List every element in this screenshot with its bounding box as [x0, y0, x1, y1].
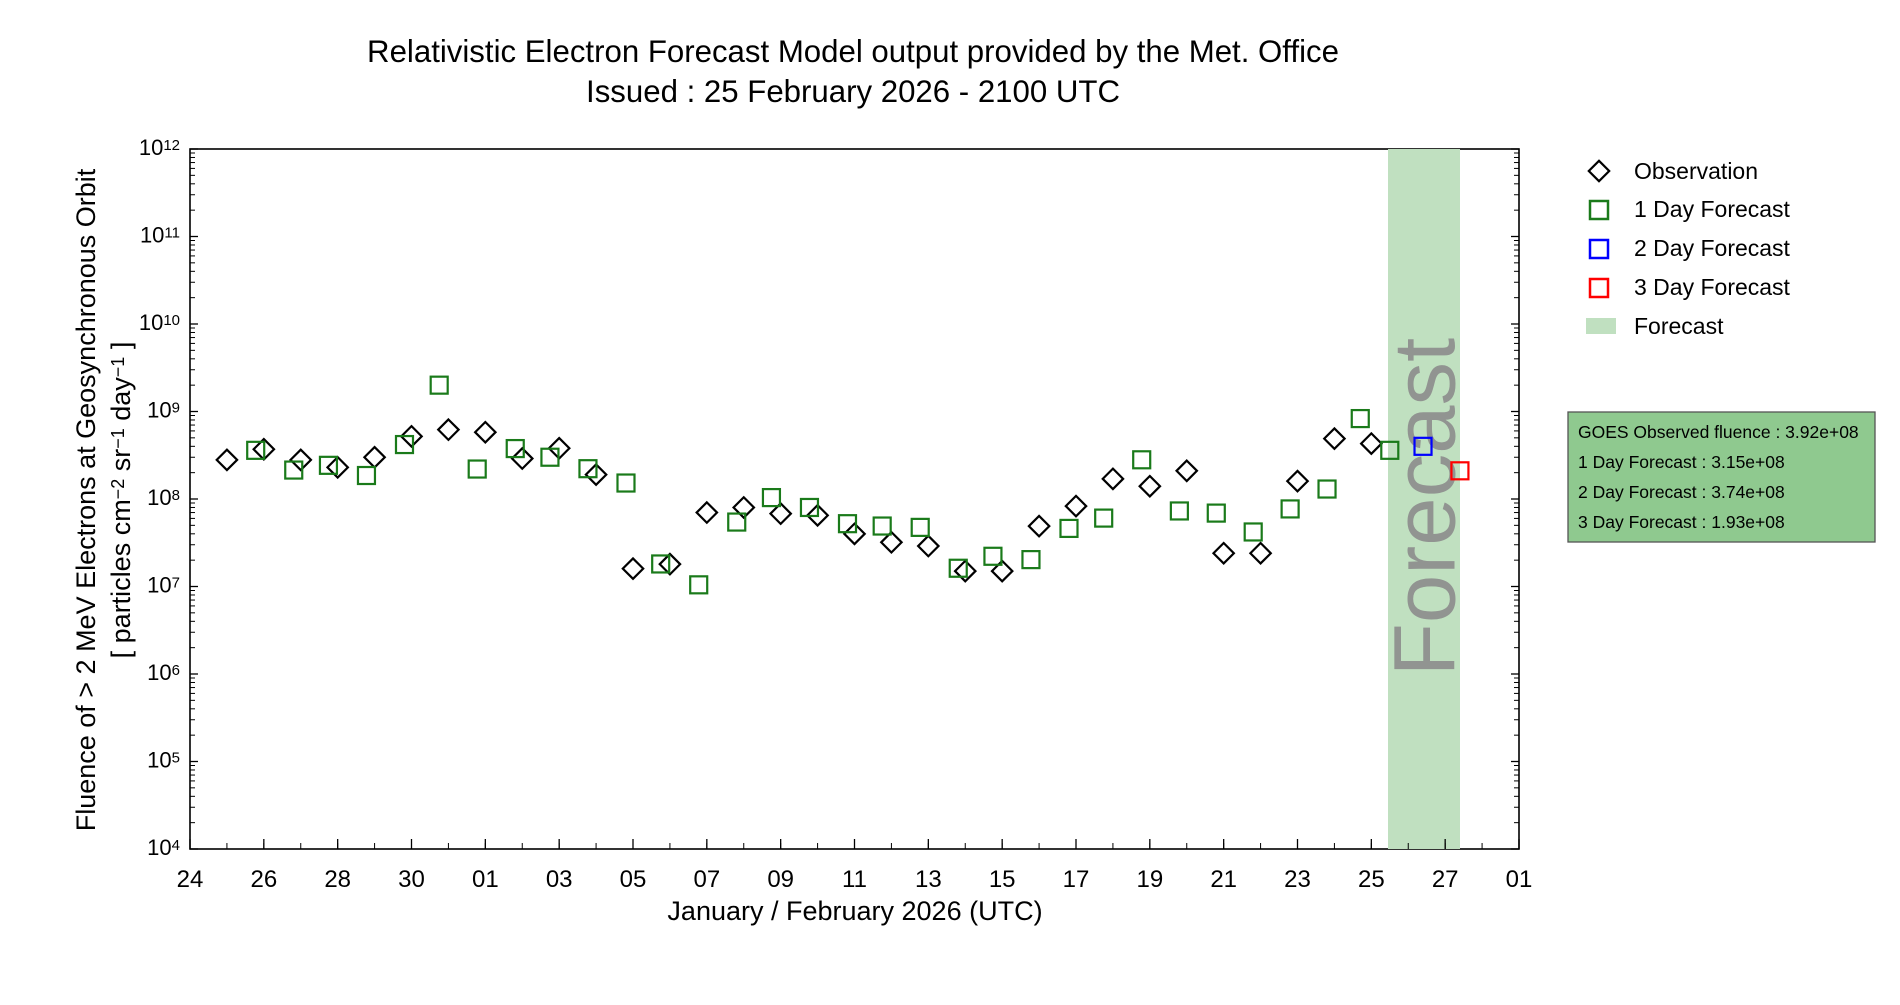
svg-text:13: 13 [915, 866, 942, 893]
svg-text:27: 27 [1432, 866, 1459, 893]
svg-text:07: 07 [693, 866, 720, 893]
svg-text:15: 15 [989, 866, 1016, 893]
svg-text:19: 19 [1136, 866, 1163, 893]
svg-text:03: 03 [546, 866, 573, 893]
svg-text:2 Day Forecast: 2 Day Forecast [1634, 235, 1791, 261]
svg-text:21: 21 [1210, 866, 1237, 893]
svg-text:1 Day Forecast: 1 Day Forecast [1634, 196, 1791, 222]
svg-text:[ particles cm−2 sr−1 day−1 ]: [ particles cm−2 sr−1 day−1 ] [106, 342, 136, 659]
svg-text:3 Day Forecast : 1.93e+08: 3 Day Forecast : 1.93e+08 [1578, 512, 1785, 532]
svg-text:30: 30 [398, 866, 425, 893]
svg-text:1 Day Forecast : 3.15e+08: 1 Day Forecast : 3.15e+08 [1578, 452, 1785, 472]
svg-text:26: 26 [250, 866, 277, 893]
svg-text:23: 23 [1284, 866, 1311, 893]
svg-text:Issued : 25 February 2026 - 21: Issued : 25 February 2026 - 2100 UTC [586, 74, 1120, 109]
svg-text:01: 01 [1506, 866, 1533, 893]
svg-text:17: 17 [1063, 866, 1090, 893]
svg-text:2 Day Forecast : 3.74e+08: 2 Day Forecast : 3.74e+08 [1578, 482, 1785, 502]
svg-text:Fluence of > 2 MeV Electrons a: Fluence of > 2 MeV Electrons at Geosynch… [71, 168, 101, 831]
svg-text:05: 05 [620, 866, 647, 893]
svg-text:January / February 2026 (UTC): January / February 2026 (UTC) [667, 896, 1042, 926]
svg-text:01: 01 [472, 866, 499, 893]
svg-text:Forecast: Forecast [1377, 338, 1474, 676]
svg-text:Forecast: Forecast [1634, 313, 1724, 339]
svg-text:25: 25 [1358, 866, 1385, 893]
svg-text:3 Day Forecast: 3 Day Forecast [1634, 274, 1791, 300]
svg-text:GOES Observed fluence : 3.92e+: GOES Observed fluence : 3.92e+08 [1578, 422, 1859, 442]
svg-text:09: 09 [767, 866, 794, 893]
svg-text:28: 28 [324, 866, 351, 893]
svg-text:Relativistic Electron Forecast: Relativistic Electron Forecast Model out… [367, 34, 1339, 69]
svg-text:Observation: Observation [1634, 158, 1758, 184]
svg-text:24: 24 [177, 866, 204, 893]
svg-text:11: 11 [842, 866, 867, 893]
